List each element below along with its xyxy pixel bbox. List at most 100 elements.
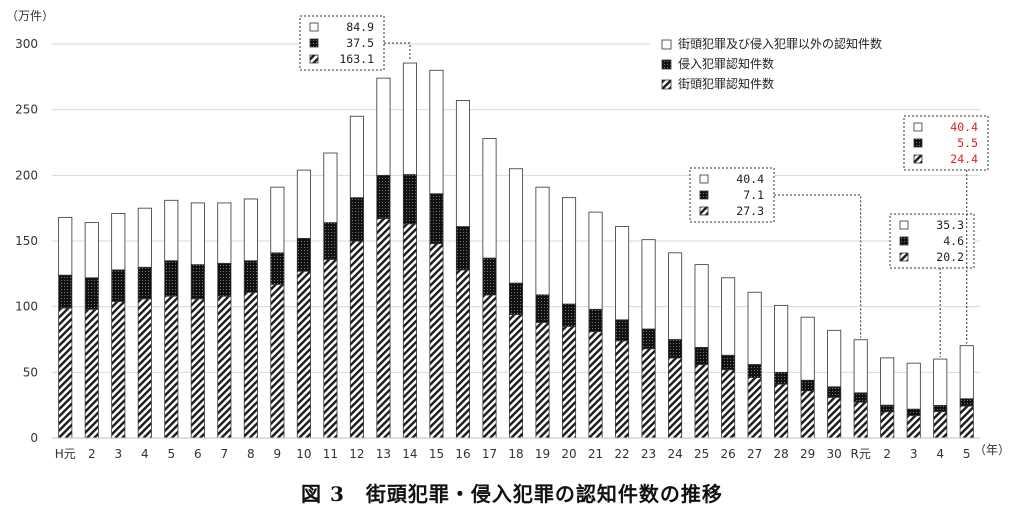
bar-segment	[933, 405, 948, 412]
bar-segment	[800, 316, 815, 381]
bar-segment	[429, 243, 444, 439]
bar-segment	[641, 348, 656, 439]
legend-swatch	[661, 79, 672, 90]
bar-segment	[296, 237, 311, 272]
x-tick-label: 11	[323, 447, 338, 461]
x-tick-label: 29	[800, 447, 815, 461]
legend-box	[650, 34, 1000, 98]
bar-segment	[164, 199, 179, 262]
y-unit-label: （万件）	[6, 9, 54, 23]
bar-segment	[906, 408, 921, 417]
bar-segment	[508, 282, 524, 315]
x-tick-label: 17	[482, 447, 497, 461]
bar-segment	[376, 77, 391, 176]
bar-segment	[137, 207, 152, 268]
callout-leader	[774, 194, 862, 338]
y-tick-label: 100	[15, 300, 38, 314]
bar-segment	[111, 269, 126, 302]
bar-segment	[243, 198, 258, 262]
bar-segment	[588, 331, 603, 439]
bar-segment	[747, 291, 762, 365]
callout-swatch	[899, 252, 909, 262]
x-tick-label: 23	[641, 447, 656, 461]
x-tick-label: 22	[614, 447, 629, 461]
callout-value: 37.5	[346, 36, 374, 50]
bar-segment	[402, 223, 417, 439]
x-tick-label: 18	[508, 447, 523, 461]
bar-segment	[402, 62, 417, 175]
bar-segment	[270, 252, 285, 285]
bar-segment	[164, 260, 179, 297]
bar-segment	[615, 226, 630, 321]
x-tick-label: 14	[402, 447, 417, 461]
x-tick-label: 6	[194, 447, 202, 461]
bar-segment	[455, 100, 471, 227]
callout-swatch	[699, 174, 709, 184]
bar-segment	[641, 239, 656, 330]
bar-segment	[747, 377, 762, 439]
bar-segment	[774, 383, 789, 439]
x-tick-label: 30	[827, 447, 842, 461]
y-tick-label: 250	[15, 103, 38, 117]
x-tick-label: 5	[963, 447, 971, 461]
bar-segment	[217, 262, 232, 297]
x-tick-label: 3	[114, 447, 122, 461]
x-tick-label: 28	[774, 447, 789, 461]
x-tick-label: 4	[936, 447, 944, 461]
bar-segment	[880, 411, 895, 439]
callout-value: 5.5	[957, 136, 978, 150]
x-tick-label: 2	[883, 447, 891, 461]
bar-segment	[429, 193, 444, 245]
bar-segment	[800, 379, 815, 392]
bar-segment	[853, 392, 868, 403]
bar-segment	[349, 240, 364, 439]
callout-swatch	[309, 54, 319, 64]
x-tick-label: 25	[694, 447, 709, 461]
legend-label: 街頭犯罪認知件数	[678, 76, 774, 91]
callout-swatch	[899, 220, 909, 230]
bar-segment	[615, 340, 630, 439]
bar-segment	[800, 390, 815, 439]
callout-swatch	[899, 236, 909, 246]
bar-segment	[747, 364, 762, 378]
x-tick-label: 2	[88, 447, 96, 461]
bar-segment	[827, 396, 842, 439]
callout-value: 20.2	[936, 250, 964, 264]
callout-value: 163.1	[339, 52, 374, 66]
callout-leader	[384, 42, 411, 62]
bars	[58, 62, 974, 439]
bar-segment	[880, 357, 895, 406]
bar-segment	[58, 307, 73, 439]
bar-segment	[58, 274, 73, 309]
bar-segment	[535, 322, 550, 439]
callout-swatch	[913, 122, 923, 132]
bar-segment	[482, 294, 497, 439]
legend-swatch	[661, 39, 672, 50]
bar-segment	[721, 277, 736, 356]
bar-segment	[774, 304, 789, 373]
bar-segment	[721, 369, 736, 439]
x-tick-label: 21	[588, 447, 603, 461]
bar-segment	[535, 186, 550, 296]
bar-segment	[243, 260, 258, 293]
bar-segment	[933, 358, 948, 406]
bar-segment	[164, 295, 179, 439]
bar-segment	[137, 266, 152, 300]
callout-value: 40.4	[950, 120, 978, 134]
x-unit-label: （年）	[974, 443, 1010, 457]
callout-swatch	[913, 138, 923, 148]
bar-segment	[827, 386, 842, 398]
callouts: 84.9 37.5 163.1 40.4 7.1 27.3 35.3 4.6 20.2 40.4 5…	[299, 15, 989, 358]
bar-segment	[694, 364, 709, 439]
x-tick-label: 10	[296, 447, 311, 461]
bar-segment	[853, 339, 868, 394]
y-tick-label: 150	[15, 234, 38, 248]
bar-segment	[455, 269, 471, 439]
x-tick-label: 24	[667, 447, 682, 461]
bar-segment	[323, 258, 338, 439]
bar-segment	[217, 295, 232, 439]
x-tick-label: 16	[455, 447, 470, 461]
bar-segment	[588, 308, 603, 333]
x-tick-label: 13	[376, 447, 391, 461]
